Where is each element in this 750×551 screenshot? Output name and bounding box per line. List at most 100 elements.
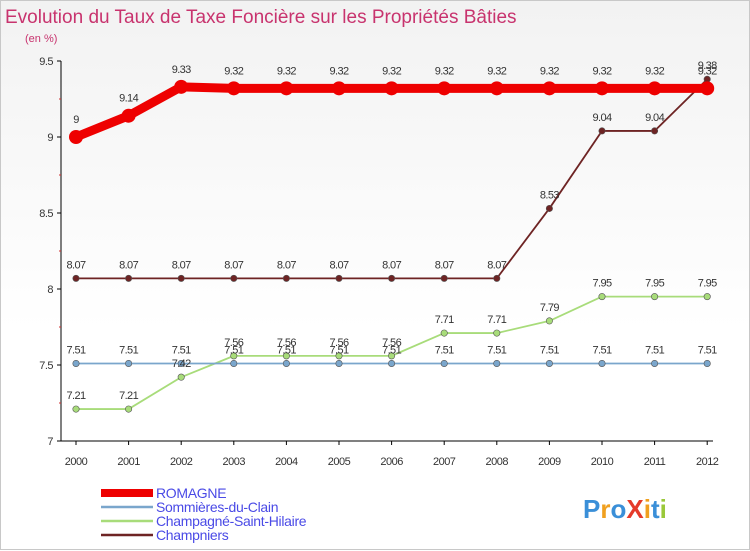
data-label: 8.07 [277, 259, 296, 271]
y-tick-label: 7 [47, 436, 53, 448]
data-label: 7.79 [540, 302, 559, 314]
data-point [125, 274, 133, 282]
x-tick-label: 2010 [591, 456, 614, 468]
y-tick-label: 9 [47, 132, 53, 144]
data-point [651, 293, 659, 301]
data-point [279, 81, 294, 96]
data-label: 8.07 [487, 259, 506, 271]
x-tick-label: 2003 [223, 456, 246, 468]
data-label: 7.42 [172, 358, 191, 370]
data-point [598, 127, 606, 135]
data-label: 7.71 [487, 314, 506, 326]
data-label: 9.32 [224, 65, 243, 77]
data-point [177, 274, 185, 282]
data-label: 9.32 [592, 65, 611, 77]
data-point [489, 81, 504, 96]
x-tick-label: 2007 [433, 456, 456, 468]
data-point [125, 359, 133, 367]
logo-letter: i [660, 494, 667, 524]
logo-letter: X [626, 494, 644, 524]
x-tick-label: 2002 [170, 456, 193, 468]
data-label: 7.71 [435, 314, 454, 326]
x-tick-label: 2005 [328, 456, 351, 468]
data-point [72, 405, 80, 413]
data-label: 7.51 [329, 344, 348, 356]
data-label: 9.04 [645, 112, 664, 124]
data-point [493, 274, 501, 282]
x-tick-label: 2000 [65, 456, 88, 468]
data-point [282, 274, 290, 282]
data-label: 9.32 [277, 65, 296, 77]
data-point [651, 359, 659, 367]
x-tick-label: 2004 [275, 456, 298, 468]
data-label: 8.07 [435, 259, 454, 271]
data-point [282, 359, 290, 367]
data-point [440, 274, 448, 282]
x-tick-label: 2012 [696, 456, 719, 468]
data-point [388, 274, 396, 282]
data-label: 7.51 [435, 344, 454, 356]
data-point [384, 81, 399, 96]
logo-letter: t [651, 494, 660, 524]
legend-label: Champniers [156, 527, 229, 543]
data-label: 7.51 [119, 344, 138, 356]
data-label: 8.07 [119, 259, 138, 271]
data-label: 7.95 [645, 278, 664, 290]
logo-letter: r [600, 494, 610, 524]
data-label: 7.56 [382, 337, 401, 349]
data-label: 7.56 [224, 337, 243, 349]
data-point [595, 81, 609, 96]
legend-label: Champagné-Saint-Hilaire [156, 513, 307, 529]
data-point [332, 81, 346, 96]
data-point [703, 293, 711, 301]
data-label: 9.14 [119, 93, 138, 105]
chart-subtitle: (en %) [25, 33, 57, 45]
data-point [542, 81, 557, 96]
data-label: 7.51 [382, 344, 401, 356]
data-point [647, 81, 662, 96]
data-label: 9.32 [435, 65, 454, 77]
data-label: 9.32 [382, 65, 401, 77]
data-point [230, 352, 238, 360]
data-label: 9.32 [645, 65, 664, 77]
data-point [72, 274, 80, 282]
data-point [335, 352, 343, 360]
proxiti-logo: ProXiti [583, 494, 667, 524]
data-label: 9.32 [698, 65, 717, 77]
data-point [72, 359, 80, 367]
data-label: 9.32 [329, 65, 348, 77]
series-champniers [72, 75, 711, 282]
data-point [174, 79, 189, 94]
chart-title: Evolution du Taux de Taxe Foncière sur l… [5, 7, 517, 28]
data-label: 8.53 [540, 189, 559, 201]
x-tick-label: 2009 [538, 456, 561, 468]
data-point [440, 329, 448, 337]
data-label: 7.21 [66, 390, 85, 402]
legend-label: ROMAGNE [156, 485, 226, 501]
data-point [282, 352, 290, 360]
data-label: 7.51 [172, 344, 191, 356]
data-label: 7.51 [592, 344, 611, 356]
data-point [545, 317, 553, 325]
data-labels: 99.149.33 9.32 9.32 9.32 9.32 9.32 9.32 9.32 9.3… [66, 60, 717, 402]
data-label: 9.33 [172, 64, 191, 76]
data-point [335, 359, 343, 367]
data-label: 9.32 [540, 65, 559, 77]
data-point [230, 274, 238, 282]
data-label: 7.56 [329, 337, 348, 349]
data-point [493, 329, 501, 337]
data-label: 7.51 [645, 344, 664, 356]
data-label: 7.51 [540, 344, 559, 356]
data-point [437, 81, 452, 96]
series-romagne [69, 79, 715, 144]
data-label: 8.07 [172, 259, 191, 271]
y-tick-label: 9.5 [39, 56, 53, 68]
data-point [177, 359, 185, 367]
axes: 7 7.5 8 8.5 9 9.5 2000 2001 2002 2003 2004 2005 2006… [39, 56, 719, 468]
series-champagn-saint-hilaire [72, 293, 711, 413]
data-point [545, 359, 553, 367]
data-label: 8.07 [224, 259, 243, 271]
data-point [388, 352, 396, 360]
y-tick-label: 8.5 [39, 208, 53, 220]
